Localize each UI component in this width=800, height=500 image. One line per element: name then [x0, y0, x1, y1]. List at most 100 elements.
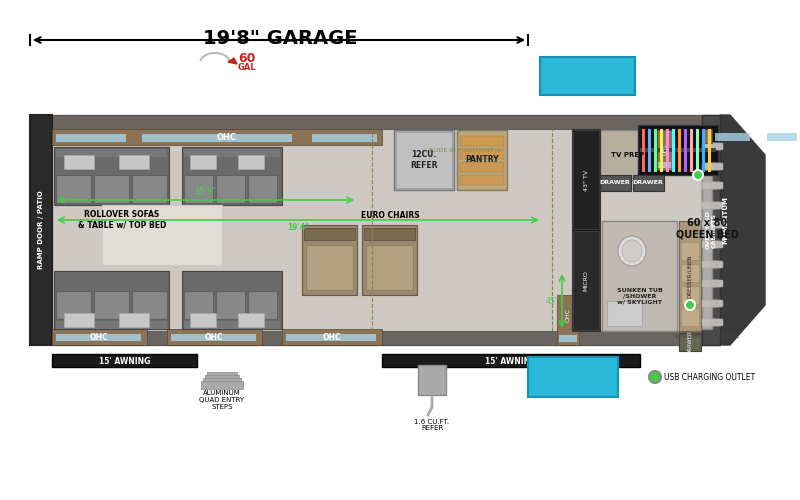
FancyBboxPatch shape: [711, 143, 719, 150]
Bar: [94, 291, 129, 319]
FancyBboxPatch shape: [706, 163, 714, 170]
Text: GAL: GAL: [238, 64, 256, 72]
FancyBboxPatch shape: [711, 241, 719, 248]
FancyBboxPatch shape: [709, 143, 717, 150]
Bar: [681, 264, 699, 282]
Bar: [702, 129, 712, 143]
FancyBboxPatch shape: [711, 163, 719, 170]
Bar: [182, 271, 282, 329]
FancyBboxPatch shape: [713, 163, 721, 170]
FancyBboxPatch shape: [715, 163, 723, 170]
Text: ROLLOVER SOFAS
& TABLE w/ TOP BED: ROLLOVER SOFAS & TABLE w/ TOP BED: [78, 210, 166, 230]
FancyBboxPatch shape: [711, 221, 719, 228]
Bar: [286, 334, 376, 341]
FancyBboxPatch shape: [715, 319, 723, 326]
Text: 1.6 CU.FT.
REFER: 1.6 CU.FT. REFER: [414, 418, 450, 432]
FancyBboxPatch shape: [704, 221, 712, 228]
Text: OHC: OHC: [205, 332, 223, 342]
Text: OVERHEAD
CABINETS: OVERHEAD CABINETS: [706, 210, 717, 250]
Polygon shape: [228, 58, 237, 64]
FancyBboxPatch shape: [706, 261, 714, 268]
Bar: [418, 365, 446, 395]
Bar: [238, 155, 264, 169]
Bar: [302, 225, 357, 295]
Bar: [182, 147, 282, 205]
Text: OHC: OHC: [566, 308, 570, 322]
FancyBboxPatch shape: [704, 182, 712, 189]
Text: UNOBSTRUCTED
STORAGE: UNOBSTRUCTED STORAGE: [541, 370, 605, 384]
Bar: [52, 129, 382, 145]
FancyBboxPatch shape: [711, 261, 719, 268]
Bar: [460, 149, 504, 159]
FancyBboxPatch shape: [708, 202, 716, 209]
Text: USB CHARGING OUTLET: USB CHARGING OUTLET: [665, 372, 755, 382]
Circle shape: [693, 170, 703, 180]
FancyBboxPatch shape: [711, 280, 719, 287]
Text: ALUMINUM
QUAD ENTRY
STEPS: ALUMINUM QUAD ENTRY STEPS: [199, 390, 245, 410]
Bar: [248, 291, 277, 319]
FancyBboxPatch shape: [704, 241, 712, 248]
FancyBboxPatch shape: [704, 280, 712, 287]
FancyBboxPatch shape: [715, 182, 723, 189]
Bar: [52, 115, 702, 129]
Bar: [216, 291, 245, 319]
Bar: [30, 115, 52, 345]
FancyBboxPatch shape: [708, 163, 716, 170]
Text: 45": 45": [546, 296, 558, 306]
FancyBboxPatch shape: [702, 241, 710, 248]
Ellipse shape: [622, 240, 642, 262]
Bar: [540, 57, 635, 95]
FancyBboxPatch shape: [713, 182, 721, 189]
FancyBboxPatch shape: [702, 221, 710, 228]
FancyBboxPatch shape: [706, 300, 714, 307]
FancyBboxPatch shape: [709, 319, 717, 326]
FancyBboxPatch shape: [704, 143, 712, 150]
Bar: [460, 175, 504, 185]
Text: 15' AWNING: 15' AWNING: [99, 356, 150, 366]
FancyBboxPatch shape: [706, 221, 714, 228]
Bar: [607, 301, 642, 326]
FancyBboxPatch shape: [704, 261, 712, 268]
FancyBboxPatch shape: [702, 182, 710, 189]
Text: MICRO: MICRO: [583, 270, 589, 291]
FancyBboxPatch shape: [711, 182, 719, 189]
Text: 15'3": 15'3": [194, 188, 217, 196]
FancyBboxPatch shape: [708, 182, 716, 189]
Bar: [364, 228, 415, 240]
FancyBboxPatch shape: [706, 202, 714, 209]
FancyBboxPatch shape: [702, 319, 710, 326]
FancyBboxPatch shape: [704, 163, 712, 170]
Bar: [600, 130, 655, 180]
Bar: [460, 162, 504, 172]
FancyBboxPatch shape: [709, 241, 717, 248]
FancyBboxPatch shape: [711, 319, 719, 326]
FancyBboxPatch shape: [706, 143, 714, 150]
Bar: [396, 132, 452, 188]
FancyBboxPatch shape: [713, 300, 721, 307]
FancyBboxPatch shape: [715, 221, 723, 228]
Bar: [56, 149, 167, 157]
Bar: [715, 133, 750, 141]
Bar: [457, 130, 507, 190]
Text: 60 x 80
QUEEN BED: 60 x 80 QUEEN BED: [675, 218, 738, 240]
Bar: [559, 335, 577, 342]
FancyBboxPatch shape: [713, 319, 721, 326]
FancyBboxPatch shape: [706, 280, 714, 287]
Bar: [600, 175, 631, 191]
Bar: [56, 134, 126, 142]
Bar: [573, 130, 599, 229]
Bar: [132, 175, 167, 203]
Bar: [119, 313, 149, 327]
FancyBboxPatch shape: [715, 202, 723, 209]
Text: DRAWER: DRAWER: [600, 180, 630, 186]
FancyBboxPatch shape: [708, 241, 716, 248]
Text: DRAWER: DRAWER: [687, 330, 693, 354]
FancyBboxPatch shape: [706, 241, 714, 248]
Text: OHC: OHC: [322, 332, 342, 342]
FancyBboxPatch shape: [715, 280, 723, 287]
Bar: [216, 175, 245, 203]
Bar: [304, 228, 355, 240]
Bar: [190, 313, 216, 327]
Bar: [167, 329, 262, 345]
Text: PANTRY: PANTRY: [465, 156, 499, 164]
